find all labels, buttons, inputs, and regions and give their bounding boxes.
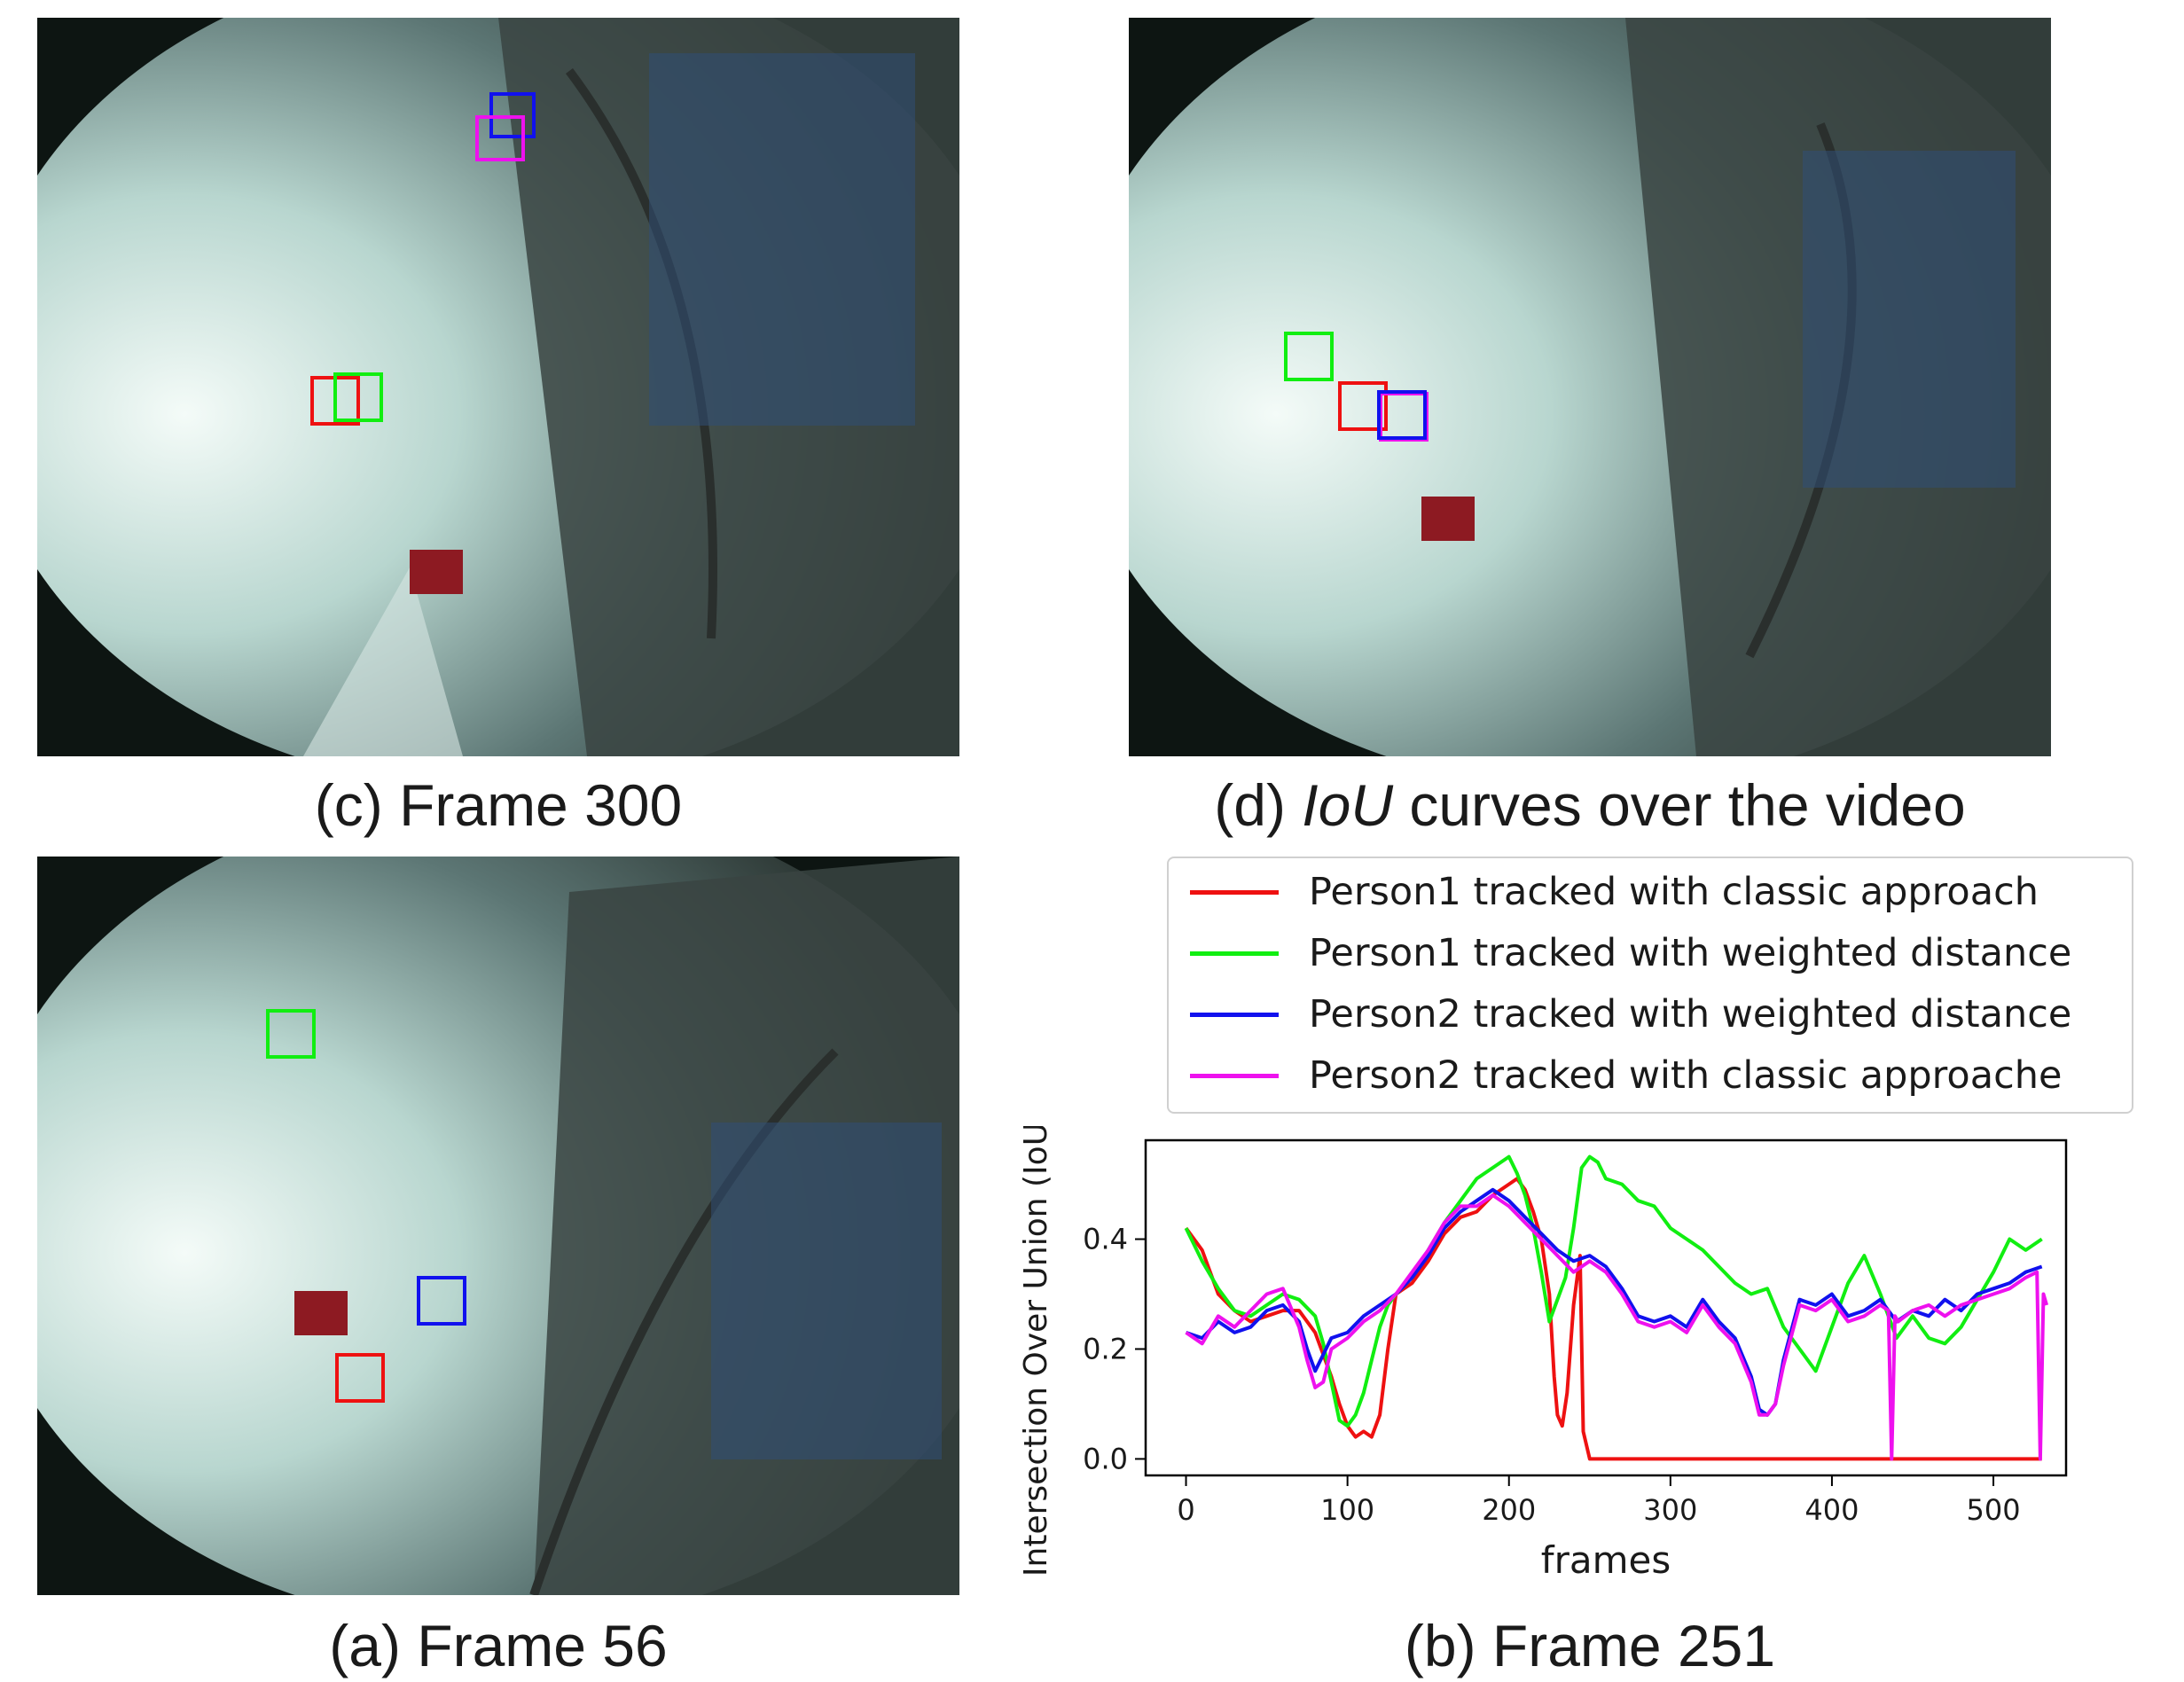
plot-area xyxy=(1146,1140,2066,1475)
y-tick-label: 0.2 xyxy=(1083,1332,1128,1365)
caption-d-suffix: curves over the video xyxy=(1393,772,1966,838)
legend-swatch-magenta xyxy=(1190,1073,1279,1078)
x-tick-label: 400 xyxy=(1804,1493,1859,1527)
fisheye-image-frame-300 xyxy=(37,18,959,756)
chart-legend: Person1 tracked with classic approach Pe… xyxy=(1167,857,2133,1114)
bbox-red xyxy=(1338,381,1388,431)
y-axis-label: Intersection Over Union (IoU) xyxy=(1018,1126,1054,1576)
legend-item-4: Person2 tracked with classic approache xyxy=(1190,1049,2062,1102)
legend-label-4: Person2 tracked with classic approache xyxy=(1309,1053,2063,1098)
series-line-4 xyxy=(1185,1193,2049,1461)
caption-d: (d) IoU curves over the video xyxy=(1129,771,2051,839)
series-line-1 xyxy=(1184,1177,2042,1461)
bbox-magenta xyxy=(475,115,525,161)
fisheye-image-frame-56 xyxy=(37,857,959,1595)
caption-c: (c) Frame 300 xyxy=(314,772,683,838)
bbox-green xyxy=(1284,332,1334,381)
legend-swatch-green xyxy=(1190,951,1279,956)
bbox-blue xyxy=(1377,390,1427,440)
bbox-green xyxy=(333,372,383,422)
legend-item-1: Person1 tracked with classic approach xyxy=(1190,865,2039,919)
caption-a: (a) Frame 56 xyxy=(329,1613,668,1678)
caption-b: (b) Frame 251 xyxy=(1404,1613,1776,1678)
x-tick-label: 0 xyxy=(1177,1493,1194,1527)
y-tick-label: 0.4 xyxy=(1083,1223,1128,1256)
x-tick-label: 500 xyxy=(1967,1493,2021,1527)
caption-d-italic: IoU xyxy=(1302,772,1394,838)
caption-d-prefix: (d) xyxy=(1214,772,1303,838)
bbox-green xyxy=(266,1009,316,1059)
bbox-magenta xyxy=(1379,392,1429,442)
x-axis-label: frames xyxy=(1541,1538,1671,1582)
x-tick-label: 300 xyxy=(1643,1493,1697,1527)
legend-label-2: Person1 tracked with weighted distance xyxy=(1309,931,2072,975)
x-tick-label: 200 xyxy=(1482,1493,1536,1527)
legend-swatch-red xyxy=(1190,889,1279,895)
x-tick-label: 100 xyxy=(1320,1493,1374,1527)
bbox-red xyxy=(335,1353,385,1403)
fisheye-image-frame-d xyxy=(1129,18,2051,756)
legend-item-3: Person2 tracked with weighted distance xyxy=(1190,988,2071,1041)
y-tick-label: 0.0 xyxy=(1083,1442,1128,1475)
series-line-2 xyxy=(1184,1154,2043,1428)
legend-label-3: Person2 tracked with weighted distance xyxy=(1309,992,2072,1037)
plot-frame xyxy=(1144,1138,2068,1477)
legend-swatch-blue xyxy=(1190,1012,1279,1017)
legend-item-2: Person1 tracked with weighted distance xyxy=(1190,927,2071,980)
legend-label-1: Person1 tracked with classic approach xyxy=(1309,870,2039,914)
bbox-blue xyxy=(417,1276,466,1326)
iou-line-chart: 0 100 200 300 400 500 0.0 0.2 0.4 frames Intersect… xyxy=(1018,1126,2068,1582)
